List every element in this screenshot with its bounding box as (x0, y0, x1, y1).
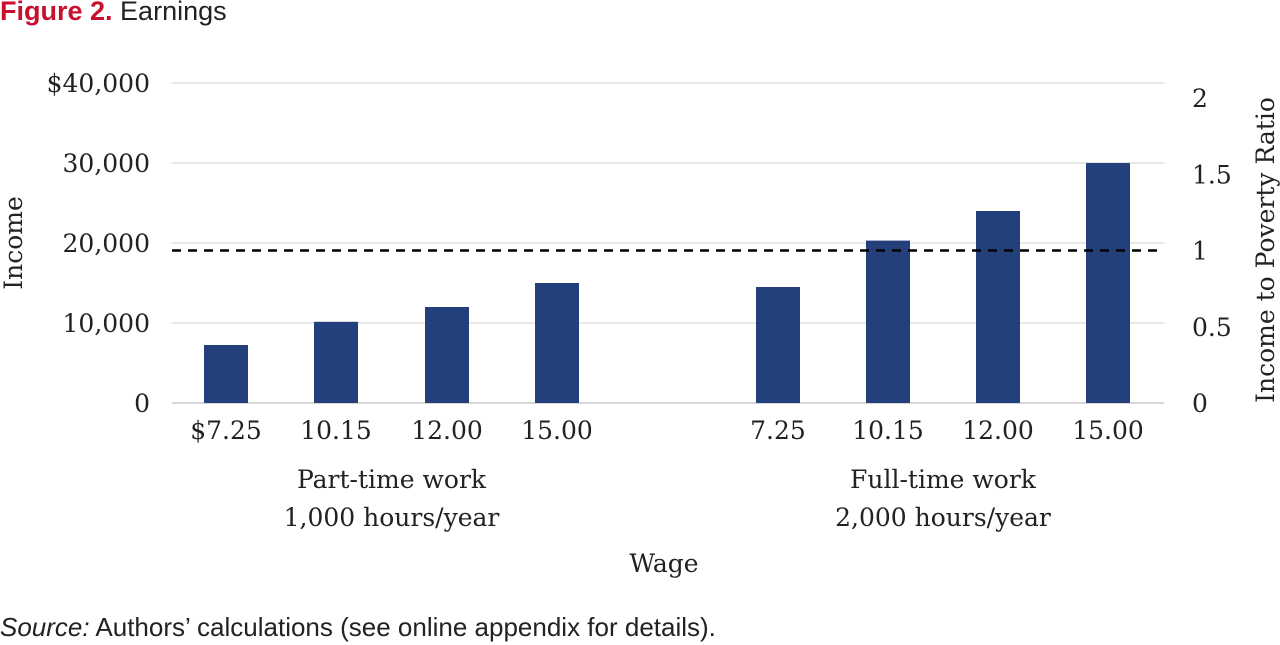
x-tick-label: $7.25 (190, 416, 262, 445)
y2-tick-label: 2 (1192, 84, 1208, 113)
y-tick-label: 10,000 (63, 309, 150, 338)
bar (1086, 163, 1130, 403)
y-tick-label: 20,000 (63, 229, 150, 258)
x-axis-label: Wage (629, 549, 698, 578)
y-axis-label: Income (0, 196, 28, 290)
x-tick-label: 12.00 (962, 416, 1034, 445)
x-axis-ticks: $7.25 10.15 12.00 15.00 7.25 10.15 12.00 15.00 (190, 416, 1144, 445)
group-sublabel: 1,000 hours/year (284, 503, 500, 532)
x-tick-label: 15.00 (521, 416, 593, 445)
y-tick-label: $40,000 (47, 69, 150, 98)
figure-number: Figure 2. (0, 0, 113, 26)
bar (204, 345, 248, 403)
y2-tick-label: 1 (1192, 237, 1208, 266)
bar (535, 283, 579, 403)
group-label: Full-time work (850, 465, 1037, 494)
bar (425, 307, 469, 403)
y2-axis-ticks: 0 0.5 1 1.5 2 (1192, 84, 1232, 418)
bar (976, 211, 1020, 403)
source-text: Authors’ calculations (see online append… (89, 612, 716, 642)
y-tick-label: 30,000 (63, 149, 150, 178)
source-note: Source: Authors’ calculations (see onlin… (0, 612, 716, 643)
figure-title-text: Earnings (120, 0, 227, 26)
bar (756, 287, 800, 403)
y2-axis-label: Income to Poverty Ratio (1251, 97, 1280, 403)
y2-tick-label: 0 (1192, 389, 1208, 418)
x-tick-label: 7.25 (750, 416, 806, 445)
group-label: Part-time work (297, 465, 487, 494)
figure-title: Figure 2. Earnings (0, 0, 227, 27)
y2-tick-label: 0.5 (1192, 313, 1232, 342)
x-tick-label: 15.00 (1072, 416, 1144, 445)
x-tick-label: 10.15 (300, 416, 372, 445)
y2-tick-label: 1.5 (1192, 160, 1232, 189)
bar (314, 321, 358, 403)
group-labels: Part-time work 1,000 hours/year Full-time … (284, 465, 1051, 532)
source-label: Source: (0, 612, 90, 642)
x-tick-label: 12.00 (411, 416, 483, 445)
y-axis-ticks: 0 10,000 20,000 30,000 $40,000 (47, 69, 150, 418)
x-tick-label: 10.15 (852, 416, 924, 445)
bars (204, 163, 1130, 403)
y-tick-label: 0 (134, 389, 150, 418)
group-sublabel: 2,000 hours/year (835, 503, 1051, 532)
bar (866, 240, 910, 403)
